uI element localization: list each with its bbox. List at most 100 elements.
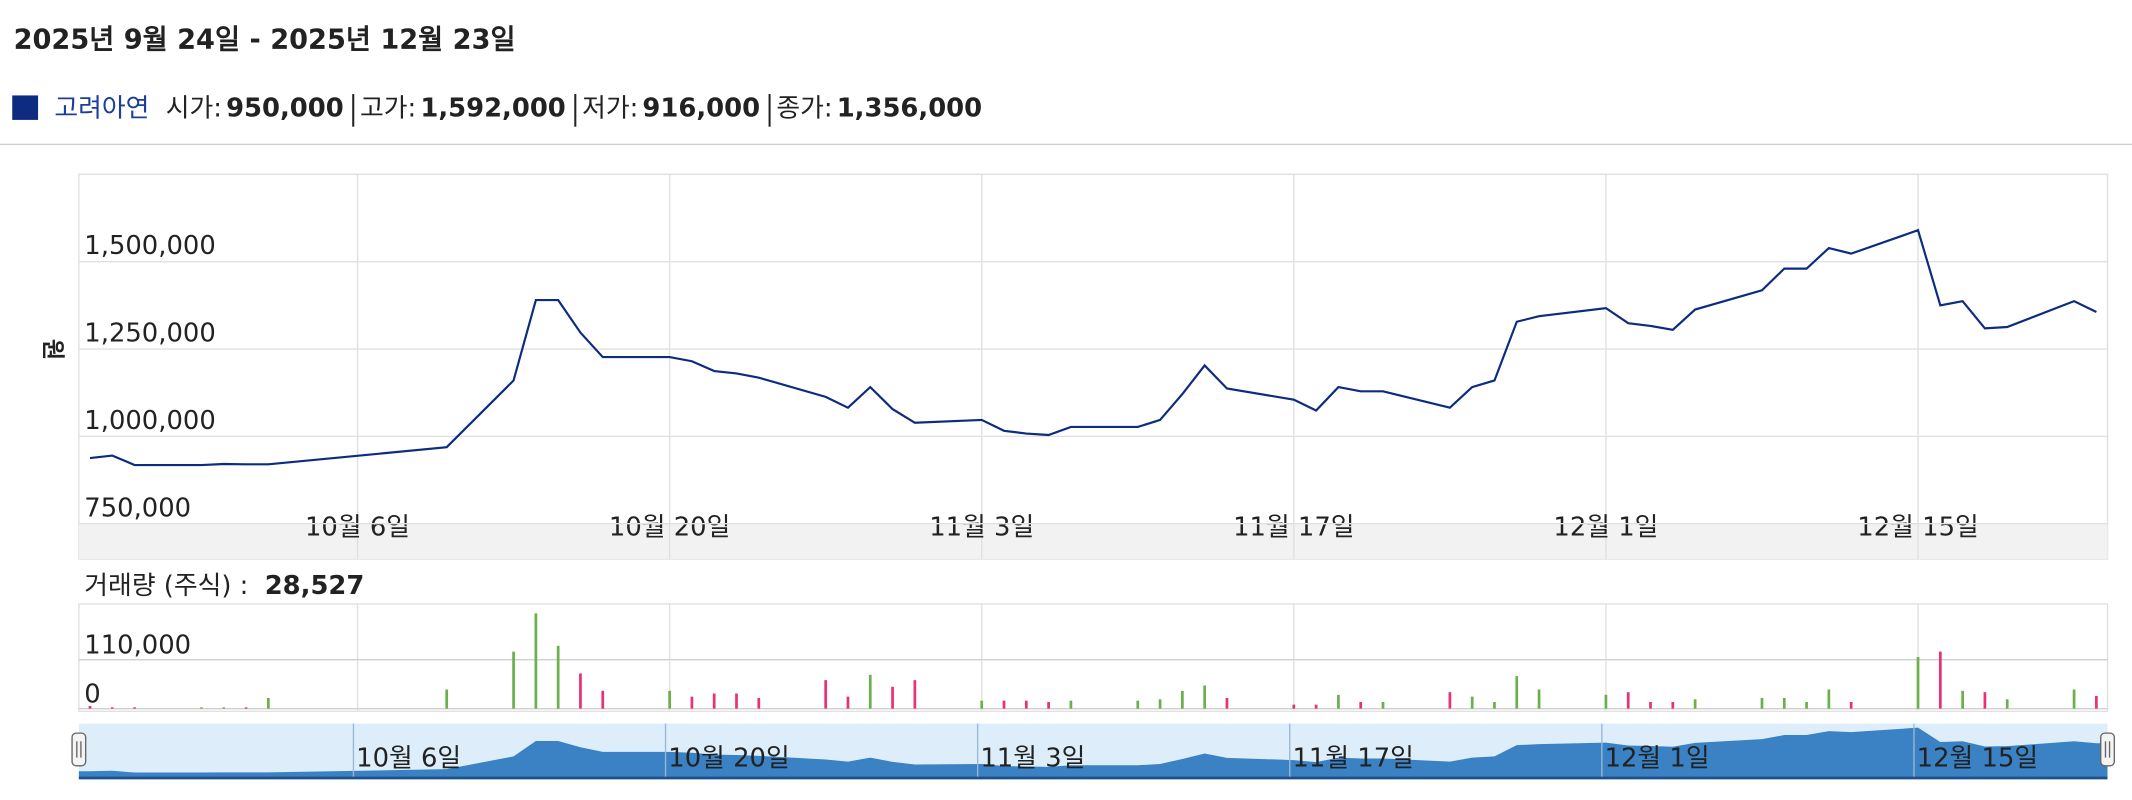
navigator-tick-label: 10월 6일	[356, 743, 461, 773]
navigator-area	[78, 727, 2108, 778]
volume-bar	[1314, 704, 1318, 709]
summary-value: 950,000	[226, 94, 344, 124]
x-tick-label: 12월 15일	[1857, 512, 1978, 542]
volume-bar	[668, 690, 671, 709]
summary-label: 종가:	[776, 94, 832, 124]
volume-bar	[556, 645, 560, 709]
volume-bar	[1983, 692, 1987, 709]
volume-bar	[1827, 689, 1831, 709]
volume-bar	[891, 686, 894, 709]
volume-plot-area	[78, 603, 2109, 713]
volume-bar	[1493, 701, 1496, 709]
navigator-tick-label: 11월 17일	[1292, 743, 1413, 773]
summary-label: 고가:	[360, 94, 416, 124]
volume-bar	[1671, 701, 1675, 709]
volume-bar	[1359, 701, 1363, 709]
volume-bar	[1938, 651, 1942, 709]
volume-bar	[1626, 692, 1630, 709]
summary-value: 916,000	[642, 94, 760, 124]
volume-bar	[846, 696, 850, 709]
volume-bar	[1024, 700, 1028, 709]
volume-bar	[1002, 700, 1006, 709]
volume-bar	[133, 707, 136, 709]
y-tick-label: 750,000	[84, 493, 191, 523]
y-tick-label: 110,000	[84, 631, 191, 661]
volume-bar	[1047, 701, 1050, 709]
volume-bar	[1782, 697, 1786, 709]
navigator-tick-label: 10월 20일	[668, 743, 789, 773]
navigator-tick-label: 11월 3일	[980, 743, 1085, 773]
volume-bar	[88, 705, 92, 709]
volume-bar	[512, 651, 515, 709]
navigator-handle[interactable]	[2100, 732, 2116, 767]
volume-bar	[1381, 701, 1385, 709]
volume-title: 거래량 (주식) :	[84, 571, 248, 601]
volume-bar	[2072, 689, 2076, 709]
y-tick-label: 1,250,000	[84, 319, 215, 349]
x-tick-label: 12월 1일	[1553, 512, 1658, 542]
volume-bar	[1136, 700, 1140, 709]
volume-bar	[579, 673, 582, 709]
volume-bar	[1649, 701, 1652, 709]
volume-bar	[2095, 695, 2098, 709]
volume-bar	[266, 697, 270, 709]
chart-title: 2025년 9월 24일 - 2025년 12월 23일	[14, 25, 516, 56]
volume-bar	[1604, 694, 1608, 709]
volume-bar	[1181, 690, 1184, 709]
volume-bar	[534, 613, 538, 709]
volume-bar	[1337, 694, 1340, 709]
volume-bar	[1537, 689, 1541, 709]
volume-bar	[445, 689, 449, 709]
volume-bar	[1292, 704, 1296, 709]
x-tick-label: 10월 20일	[609, 512, 730, 542]
volume-bar	[980, 700, 984, 709]
volume-bar	[1158, 699, 1162, 709]
volume-bar	[1849, 701, 1853, 709]
navigator-tick-label: 12월 1일	[1605, 743, 1710, 773]
summary-value: 1,592,000	[420, 94, 565, 124]
volume-bar	[244, 707, 248, 709]
volume-bar	[1693, 699, 1697, 709]
y-tick-label: 1,000,000	[84, 406, 215, 436]
navigator-tick-label: 12월 15일	[1917, 743, 2038, 773]
summary-label: 저가:	[582, 94, 638, 124]
volume-bar	[712, 693, 716, 709]
volume-bar	[1760, 697, 1764, 709]
x-axis-band	[78, 523, 2108, 560]
y-tick-label: 0	[84, 680, 100, 710]
plot-area	[78, 173, 2109, 560]
volume-bar	[1805, 701, 1808, 709]
volume-bar	[690, 696, 694, 709]
legend-swatch	[12, 95, 39, 120]
summary-label: 시가:	[166, 94, 222, 124]
volume-bar	[1225, 697, 1229, 709]
volume-bar	[1470, 696, 1474, 709]
volume-bar	[2005, 699, 2009, 709]
volume-bar	[1203, 685, 1207, 709]
volume-bar	[735, 693, 738, 709]
volume-bar	[222, 707, 226, 709]
volume-last: 28,527	[265, 571, 365, 601]
summary-value: 1,356,000	[837, 94, 982, 124]
x-tick-label: 11월 17일	[1233, 512, 1354, 542]
volume-bar	[1961, 690, 1964, 709]
x-tick-label: 11월 3일	[929, 512, 1034, 542]
y-tick-label: 1,500,000	[84, 231, 215, 261]
volume-bar	[1916, 656, 1920, 709]
volume-bar	[200, 707, 203, 709]
navigator-handle[interactable]	[71, 732, 87, 767]
volume-bar	[1069, 700, 1073, 709]
volume-bar	[913, 680, 917, 709]
volume-bar	[601, 690, 605, 709]
volume-bar	[824, 680, 828, 709]
legend-label: 고려아연	[54, 94, 149, 124]
x-tick-label: 10월 6일	[305, 512, 410, 542]
volume-bar	[1448, 692, 1452, 709]
volume-bar	[1515, 676, 1519, 709]
price-line	[89, 228, 2097, 467]
y-axis-label: 원	[39, 339, 65, 360]
volume-bar	[868, 674, 872, 709]
volume-bar	[757, 697, 761, 709]
